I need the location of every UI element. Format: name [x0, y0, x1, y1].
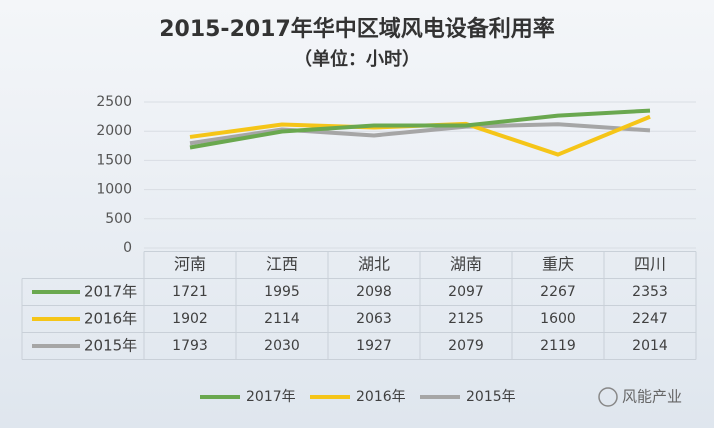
chart-title: 2015-2017年华中区域风电设备利用率	[159, 16, 555, 42]
table-cell: 2030	[264, 338, 300, 354]
table-cell: 2125	[448, 311, 484, 327]
x-tick-label: 江西	[266, 255, 298, 274]
x-tick-label: 重庆	[542, 255, 574, 274]
table-series-name: 2016年	[84, 310, 137, 328]
x-tick-label: 河南	[174, 255, 206, 274]
table-cell: 1902	[172, 311, 208, 327]
table-cell: 1721	[172, 284, 208, 300]
table-cell: 2119	[540, 338, 576, 354]
y-tick-label: 1500	[96, 152, 132, 168]
legend-label: 2016年	[356, 389, 406, 405]
table-cell: 2098	[356, 284, 392, 300]
table-cell: 1600	[540, 311, 576, 327]
table-cell: 2247	[632, 311, 668, 327]
table-cell: 2014	[632, 338, 668, 354]
series-line	[189, 108, 651, 150]
legend-label: 2017年	[246, 389, 296, 405]
y-tick-label: 1000	[96, 182, 132, 198]
series-line	[189, 122, 651, 146]
x-tick-label: 四川	[634, 255, 666, 274]
x-tick-label: 湖南	[450, 255, 482, 274]
table-cell: 2114	[264, 311, 300, 327]
table-cell: 1995	[264, 284, 300, 300]
table-series-name: 2017年	[84, 283, 137, 301]
table-series-name: 2015年	[84, 337, 137, 355]
y-tick-label: 2500	[96, 94, 132, 110]
y-tick-label: 0	[123, 240, 132, 256]
legend-label: 2015年	[466, 389, 516, 405]
table-cell: 2353	[632, 284, 668, 300]
chart-subtitle: （单位：小时）	[294, 48, 420, 70]
watermark: 风能产业	[622, 388, 682, 406]
table-cell: 1793	[172, 338, 208, 354]
y-tick-label: 500	[105, 211, 132, 227]
table-cell: 2079	[448, 338, 484, 354]
table-cell: 2267	[540, 284, 576, 300]
x-tick-label: 湖北	[358, 255, 390, 274]
table-cell: 1927	[356, 338, 392, 354]
table-cell: 2097	[448, 284, 484, 300]
y-tick-label: 2000	[96, 123, 132, 139]
watermark-icon	[598, 387, 618, 407]
table-cell: 2063	[356, 311, 392, 327]
